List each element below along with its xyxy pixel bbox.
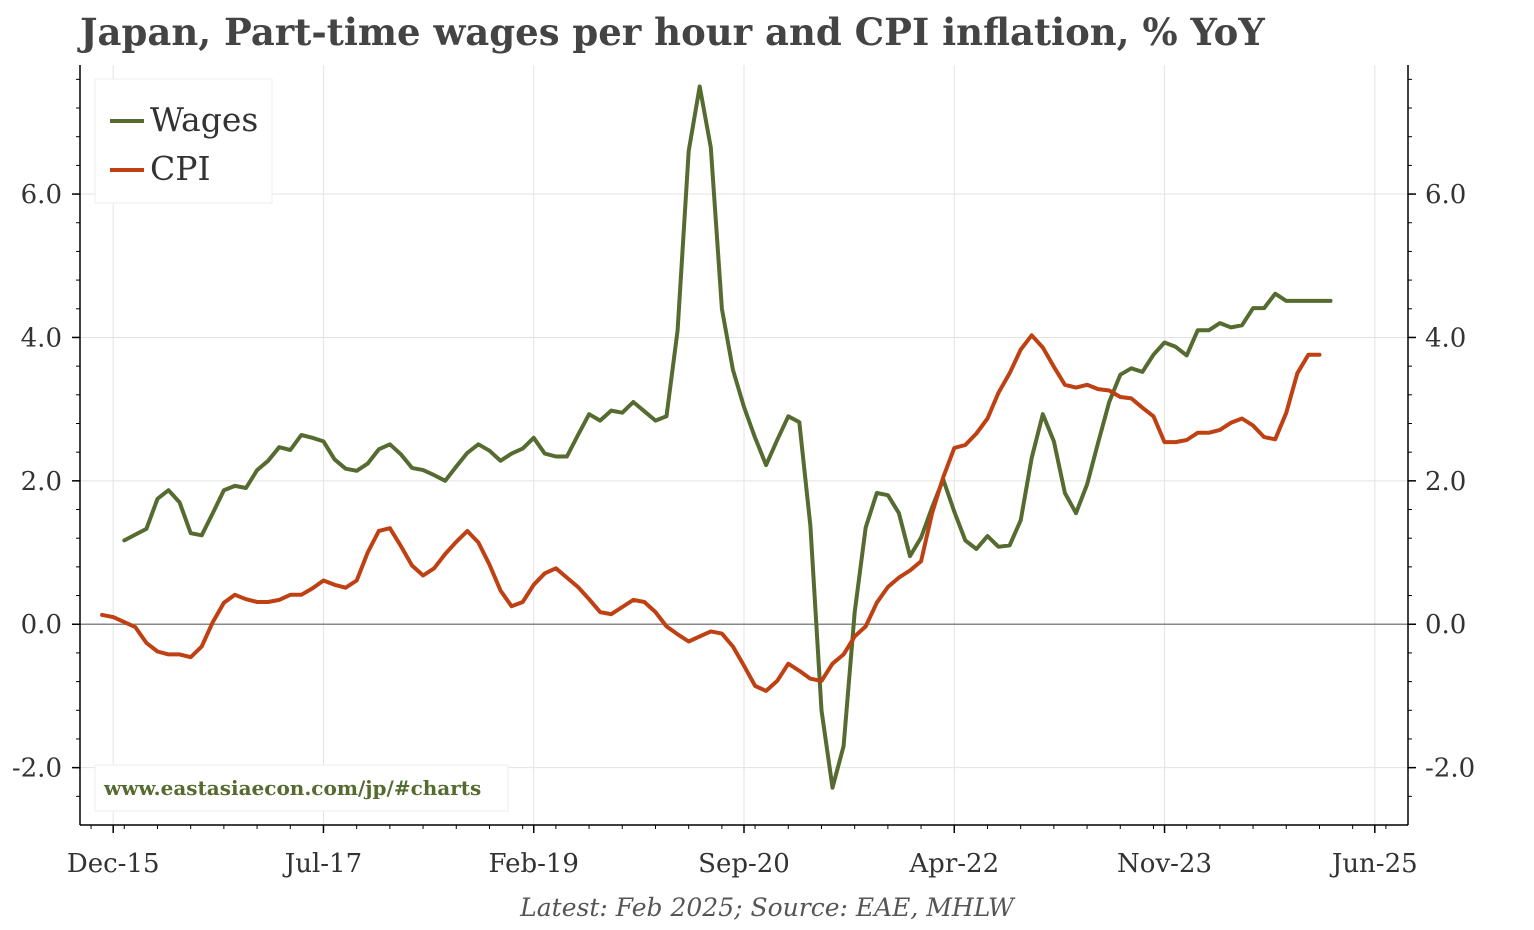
grid-lines [80, 65, 1408, 825]
x-tick-label: Apr-22 [908, 849, 999, 879]
legend-label-cpi: CPI [150, 149, 211, 188]
series-line-wages [122, 84, 1333, 790]
watermark: www.eastasiaecon.com/jp/#charts [94, 764, 509, 812]
series-line-cpi [100, 333, 1322, 693]
y-tick-label-left: 0.0 [21, 610, 62, 640]
y-tick-label-right: 6.0 [1425, 180, 1466, 210]
y-tick-label-right: -2.0 [1425, 754, 1475, 784]
chart-title: Japan, Part-time wages per hour and CPI … [80, 10, 1265, 54]
y-tick-label-right: 4.0 [1425, 323, 1466, 353]
x-tick-label: Nov-23 [1117, 849, 1212, 879]
y-tick-label-right: 2.0 [1425, 467, 1466, 497]
legend-box [94, 78, 273, 204]
x-tick-label: Jun-25 [1329, 849, 1418, 879]
x-tick-label: Feb-19 [488, 849, 579, 879]
legend-label-wages: Wages [150, 100, 258, 139]
y-tick-label-left: 6.0 [21, 180, 62, 210]
legend: Wages CPI [94, 78, 273, 204]
watermark-text: www.eastasiaecon.com/jp/#charts [103, 776, 481, 800]
series-lines [100, 84, 1333, 790]
tick-labels: Dec-15 Jul-17 Feb-19 Sep-20 Apr-22 Nov-23 Jun-… [12, 180, 1475, 879]
x-tick-label: Dec-15 [67, 849, 160, 879]
axes [72, 65, 1416, 833]
footer-source: Latest: Feb 2025; Source: EAE, MHLW [520, 893, 1014, 922]
x-tick-label: Sep-20 [698, 849, 790, 879]
y-tick-label-left: 4.0 [21, 323, 62, 353]
y-tick-label-left: 2.0 [21, 467, 62, 497]
y-tick-label-left: -2.0 [12, 754, 62, 784]
watermark-box [94, 764, 509, 812]
y-tick-label-right: 0.0 [1425, 610, 1466, 640]
x-tick-label: Jul-17 [282, 849, 362, 879]
